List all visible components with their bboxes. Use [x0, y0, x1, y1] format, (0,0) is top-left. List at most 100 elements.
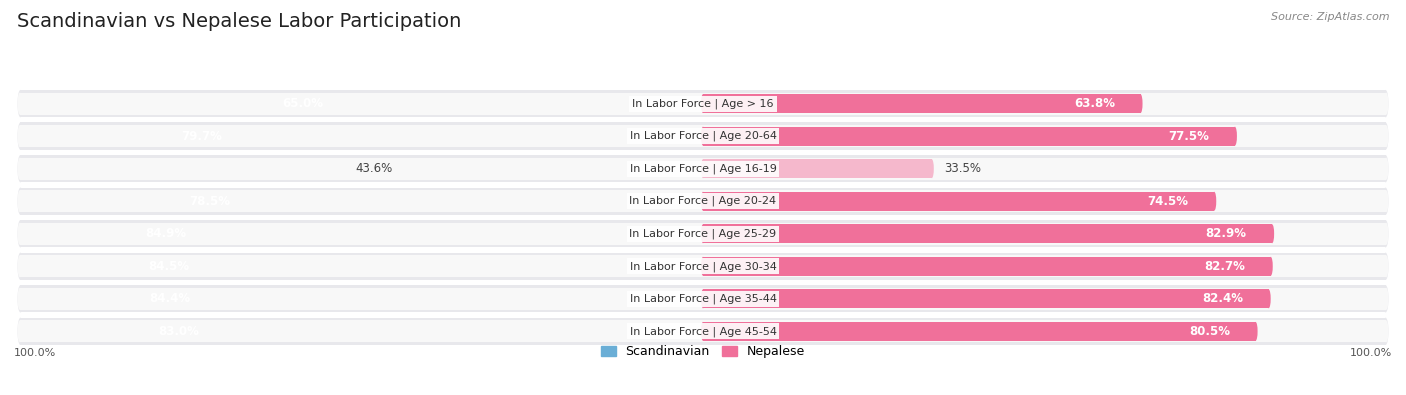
- Circle shape: [1384, 320, 1389, 342]
- Text: In Labor Force | Age 30-34: In Labor Force | Age 30-34: [630, 261, 776, 271]
- Circle shape: [17, 320, 22, 342]
- Text: 79.7%: 79.7%: [181, 130, 222, 143]
- Circle shape: [17, 188, 24, 215]
- Text: 84.4%: 84.4%: [149, 292, 190, 305]
- Circle shape: [1212, 192, 1216, 211]
- Circle shape: [17, 158, 22, 180]
- Circle shape: [702, 192, 704, 211]
- Circle shape: [702, 290, 704, 308]
- Circle shape: [1384, 255, 1389, 277]
- Bar: [703, 257, 1271, 276]
- Circle shape: [1384, 158, 1389, 180]
- Circle shape: [702, 159, 704, 178]
- Circle shape: [702, 94, 704, 113]
- Circle shape: [1382, 253, 1389, 280]
- Circle shape: [702, 224, 704, 243]
- Bar: [21, 253, 1385, 280]
- Circle shape: [702, 257, 704, 276]
- Text: In Labor Force | Age 16-19: In Labor Force | Age 16-19: [630, 164, 776, 174]
- Bar: [20, 190, 1386, 212]
- Bar: [703, 322, 1256, 341]
- Text: 77.5%: 77.5%: [1168, 130, 1209, 143]
- Bar: [20, 320, 1386, 342]
- Text: 100.0%: 100.0%: [1350, 348, 1392, 358]
- Bar: [20, 288, 1386, 310]
- Circle shape: [929, 159, 934, 178]
- Circle shape: [1382, 90, 1389, 117]
- Circle shape: [17, 122, 24, 150]
- Circle shape: [1384, 190, 1389, 212]
- Bar: [703, 94, 1140, 113]
- Circle shape: [1382, 188, 1389, 215]
- Circle shape: [17, 285, 24, 312]
- Circle shape: [1270, 224, 1274, 243]
- Circle shape: [1254, 322, 1257, 341]
- Text: 33.5%: 33.5%: [945, 162, 981, 175]
- Bar: [21, 90, 1385, 117]
- Bar: [703, 159, 932, 178]
- Text: 82.4%: 82.4%: [1202, 292, 1243, 305]
- Text: In Labor Force | Age > 16: In Labor Force | Age > 16: [633, 98, 773, 109]
- Bar: [21, 285, 1385, 312]
- Text: In Labor Force | Age 20-24: In Labor Force | Age 20-24: [630, 196, 776, 207]
- Text: 84.5%: 84.5%: [149, 260, 190, 273]
- Circle shape: [1384, 92, 1389, 115]
- Bar: [20, 125, 1386, 147]
- Circle shape: [702, 127, 704, 146]
- Bar: [21, 188, 1385, 215]
- Circle shape: [1382, 318, 1389, 345]
- Text: 82.7%: 82.7%: [1205, 260, 1246, 273]
- Bar: [20, 92, 1386, 115]
- Text: In Labor Force | Age 35-44: In Labor Force | Age 35-44: [630, 293, 776, 304]
- Text: 78.5%: 78.5%: [190, 195, 231, 208]
- Bar: [20, 223, 1386, 245]
- Bar: [703, 224, 1272, 243]
- Circle shape: [1268, 257, 1272, 276]
- Circle shape: [17, 288, 22, 310]
- Text: 100.0%: 100.0%: [14, 348, 56, 358]
- Bar: [703, 192, 1215, 211]
- Text: 43.6%: 43.6%: [356, 162, 392, 175]
- Text: Source: ZipAtlas.com: Source: ZipAtlas.com: [1271, 12, 1389, 22]
- Circle shape: [17, 223, 22, 245]
- Bar: [21, 122, 1385, 150]
- Text: 80.5%: 80.5%: [1189, 325, 1230, 338]
- Circle shape: [1139, 94, 1143, 113]
- Text: 84.9%: 84.9%: [146, 227, 187, 240]
- Text: In Labor Force | Age 25-29: In Labor Force | Age 25-29: [630, 228, 776, 239]
- Bar: [21, 318, 1385, 345]
- Circle shape: [1382, 122, 1389, 150]
- Bar: [703, 290, 1268, 308]
- Circle shape: [1384, 223, 1389, 245]
- Circle shape: [17, 255, 22, 277]
- Bar: [703, 127, 1234, 146]
- Circle shape: [1384, 288, 1389, 310]
- Circle shape: [17, 90, 24, 117]
- Text: 65.0%: 65.0%: [283, 97, 323, 110]
- Circle shape: [17, 92, 22, 115]
- Text: Scandinavian vs Nepalese Labor Participation: Scandinavian vs Nepalese Labor Participa…: [17, 12, 461, 31]
- Circle shape: [17, 190, 22, 212]
- Circle shape: [1382, 285, 1389, 312]
- Bar: [21, 220, 1385, 247]
- Circle shape: [17, 220, 24, 247]
- Text: 82.9%: 82.9%: [1205, 227, 1247, 240]
- Circle shape: [17, 125, 22, 147]
- Bar: [21, 155, 1385, 182]
- Circle shape: [17, 318, 24, 345]
- Circle shape: [1384, 125, 1389, 147]
- Legend: Scandinavian, Nepalese: Scandinavian, Nepalese: [596, 340, 810, 363]
- Text: In Labor Force | Age 20-64: In Labor Force | Age 20-64: [630, 131, 776, 141]
- Circle shape: [1382, 155, 1389, 182]
- Text: 83.0%: 83.0%: [159, 325, 200, 338]
- Circle shape: [1382, 220, 1389, 247]
- Bar: [20, 255, 1386, 277]
- Text: 63.8%: 63.8%: [1074, 97, 1115, 110]
- Circle shape: [1233, 127, 1237, 146]
- Circle shape: [17, 253, 24, 280]
- Text: In Labor Force | Age 45-54: In Labor Force | Age 45-54: [630, 326, 776, 337]
- Circle shape: [702, 322, 704, 341]
- Text: 74.5%: 74.5%: [1147, 195, 1188, 208]
- Bar: [20, 158, 1386, 180]
- Circle shape: [1267, 290, 1271, 308]
